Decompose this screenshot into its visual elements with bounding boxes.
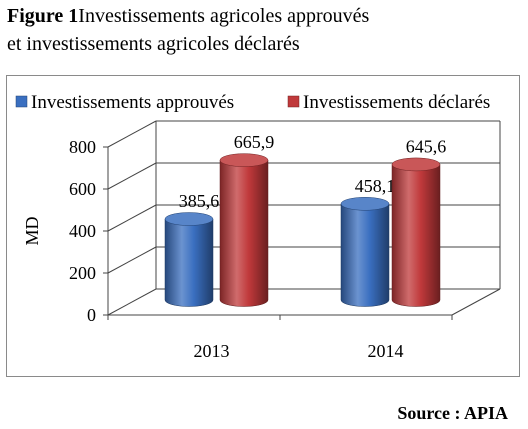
legend-swatch	[287, 95, 300, 108]
data-label: 645,6	[406, 136, 447, 156]
y-tick-label: 200	[69, 263, 96, 283]
x-tick-label: 2014	[368, 341, 404, 361]
y-tick-label: 600	[69, 179, 96, 199]
bar-2014-series0	[340, 197, 390, 307]
bar-body	[219, 159, 269, 307]
bar-body	[164, 218, 214, 307]
bar-body	[391, 164, 441, 307]
chart-frame	[6, 75, 520, 377]
floor-right-edge	[451, 288, 501, 316]
side-gridline	[107, 288, 157, 316]
y-tick-label: 400	[69, 221, 96, 241]
bar-top	[219, 153, 269, 167]
side-gridline	[107, 246, 157, 274]
bar-top	[340, 197, 390, 211]
side-gridline	[107, 162, 157, 190]
figure-label: Figure 1	[7, 5, 79, 27]
bar-top	[164, 212, 214, 226]
data-label: 385,6	[179, 191, 220, 211]
source-note: Source : APIA	[397, 403, 508, 423]
y-axis-label: MD	[22, 216, 42, 245]
side-gridline	[107, 204, 157, 232]
y-tick-label: 800	[69, 137, 96, 157]
side-gridline	[107, 120, 157, 148]
figure-title-line1: Investissements agricoles approuvés	[78, 5, 370, 27]
data-label: 458,1	[355, 176, 396, 196]
bar-body	[340, 203, 390, 307]
x-tick-label: 2013	[194, 341, 230, 361]
bar-top	[391, 157, 441, 172]
y-tick-label: 0	[87, 305, 96, 325]
figure-title-line2: et investissements agricoles déclarés	[7, 33, 300, 55]
data-label: 665,9	[234, 132, 275, 152]
legend-label: Investissements approuvés	[31, 92, 234, 113]
bar-2013-series0	[164, 212, 214, 307]
bar-2014-series1	[391, 157, 441, 307]
bar-2013-series1	[219, 153, 269, 307]
legend-swatch	[15, 95, 28, 108]
legend-label: Investissements déclarés	[303, 92, 490, 113]
chart-title: Figure 1Investissements agricoles approu…	[7, 2, 369, 58]
